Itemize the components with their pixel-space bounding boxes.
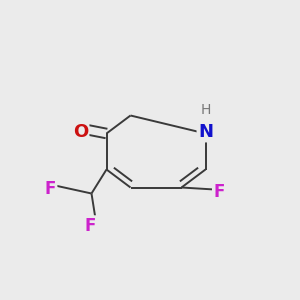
Text: O: O: [73, 123, 88, 141]
Text: N: N: [198, 123, 213, 141]
Text: F: F: [85, 217, 96, 235]
Text: H: H: [200, 103, 211, 116]
Text: F: F: [213, 183, 225, 201]
Text: F: F: [45, 180, 56, 198]
